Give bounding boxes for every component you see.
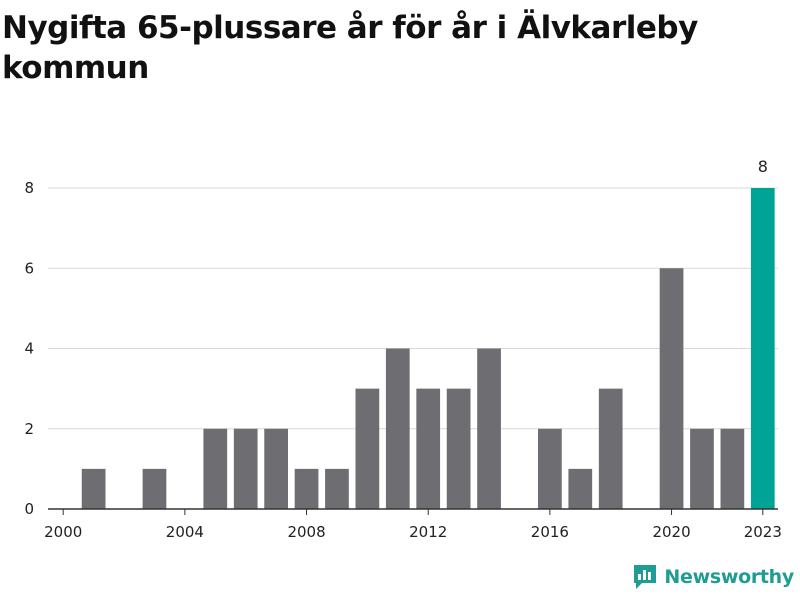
y-tick-label-2: 2 xyxy=(24,420,34,438)
bar-2023 xyxy=(750,188,775,509)
x-tick-label-2004: 2004 xyxy=(166,523,204,541)
bar-2022 xyxy=(720,428,745,509)
bar-2003 xyxy=(142,468,167,509)
y-tick-label-0: 0 xyxy=(24,500,34,518)
bar-2020 xyxy=(659,268,684,509)
bar-2001 xyxy=(81,468,106,509)
bar-2008 xyxy=(294,468,319,509)
bars xyxy=(81,188,775,509)
x-tick-label-2008: 2008 xyxy=(287,523,325,541)
x-tick-label-2020: 2020 xyxy=(652,523,690,541)
x-tick-label-2023: 2023 xyxy=(744,523,782,541)
newsworthy-logo-icon xyxy=(634,565,657,589)
bar-2005 xyxy=(203,428,228,509)
bar-2009 xyxy=(325,468,349,509)
bar-2007 xyxy=(264,428,288,509)
bar-2006 xyxy=(233,428,258,509)
data-label-2023: 8 xyxy=(758,157,768,176)
x-tick-label-2016: 2016 xyxy=(531,523,569,541)
tick-labels: 0 2 4 6 8 8 2000 2004 2008 2012 2016 2020 2023 xyxy=(24,157,781,541)
bar-2017 xyxy=(568,468,593,509)
chart-title: Nygifta 65-plussare år för år i Älvkarle… xyxy=(2,10,698,86)
bar-2012 xyxy=(416,388,441,509)
bar-2016 xyxy=(538,428,562,509)
y-tick-label-6: 6 xyxy=(24,259,34,277)
bar-2011 xyxy=(385,348,410,509)
bar-2010 xyxy=(355,388,380,509)
x-axis xyxy=(48,508,778,515)
bar-2013 xyxy=(446,388,471,509)
newsworthy-logo-text: Newsworthy xyxy=(664,566,794,588)
y-tick-label-4: 4 xyxy=(24,340,34,358)
grid-lines xyxy=(48,187,778,430)
bar-2018 xyxy=(598,388,623,509)
x-tick-label-2012: 2012 xyxy=(409,523,447,541)
x-tick-label-2000: 2000 xyxy=(44,523,82,541)
bar-2014 xyxy=(477,348,501,509)
newsworthy-logo: Newsworthy xyxy=(632,562,794,592)
y-tick-label-8: 8 xyxy=(24,179,34,197)
bar-2021 xyxy=(690,428,714,509)
